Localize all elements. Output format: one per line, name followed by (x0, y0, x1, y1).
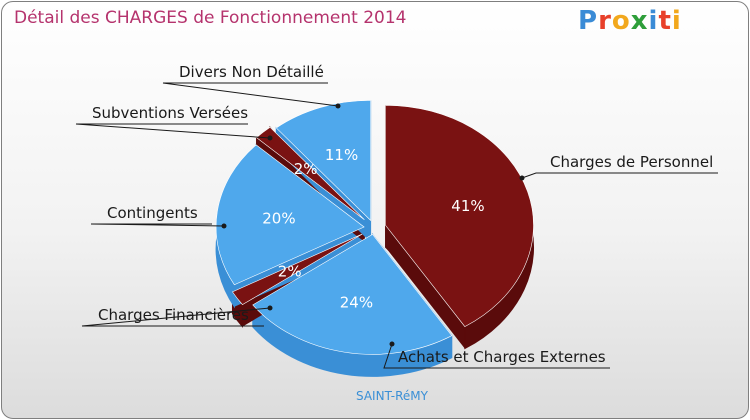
callout-line (81, 307, 271, 327)
chart-subtitle: SAINT-RéMY (356, 389, 429, 403)
callout-tip (267, 135, 273, 141)
callout-line (90, 223, 225, 227)
slice-percent: 24% (340, 294, 373, 312)
logo-letter: x (630, 6, 649, 36)
callout-tip (267, 305, 273, 311)
pie-slice (215, 144, 365, 286)
slice-label: Contingents (107, 204, 198, 222)
slice-label: Charges Financières (98, 306, 249, 324)
callout-tip (519, 175, 525, 181)
pie-slice (256, 126, 365, 220)
logo-letter: t (658, 6, 672, 36)
slice-percent: 11% (325, 146, 358, 164)
callout-line (162, 82, 339, 107)
slice-percent: 2% (294, 160, 318, 178)
slice-label: Divers Non Détaillé (179, 63, 324, 81)
callout-tip (221, 223, 227, 229)
logo-letter: i (671, 6, 682, 36)
callout-line (521, 172, 718, 179)
callout-tip (389, 341, 395, 347)
slice-percent: 41% (451, 197, 484, 215)
slice-wall (385, 225, 465, 349)
callout-tip (335, 103, 341, 109)
chart-title: Détail des CHARGES de Fonctionnement 201… (14, 8, 407, 28)
logo-letter: P (578, 6, 599, 36)
logo-letter: o (611, 6, 631, 36)
slice-percent: 2% (278, 262, 302, 280)
slice-label: Achats et Charges Externes (398, 348, 606, 366)
proxiti-logo: Proxiti (578, 6, 682, 36)
callout-line (75, 123, 271, 139)
slice-percent: 20% (262, 209, 295, 227)
pie-slice (385, 104, 534, 327)
callout-line (383, 343, 610, 369)
logo-letter: r (598, 6, 612, 36)
logo-letter: i (648, 6, 659, 36)
pie-slices: 41% 24% 2% 20% 2% 11% (215, 100, 534, 355)
slice-label: Charges de Personnel (550, 153, 713, 171)
pie-slice (232, 233, 363, 306)
slice-label: Subventions Versées (92, 104, 248, 122)
pie-slice (252, 233, 453, 355)
slice-callouts: Charges de Personnel Achats et Charges Ex… (75, 63, 718, 369)
pie-slice (275, 100, 371, 222)
